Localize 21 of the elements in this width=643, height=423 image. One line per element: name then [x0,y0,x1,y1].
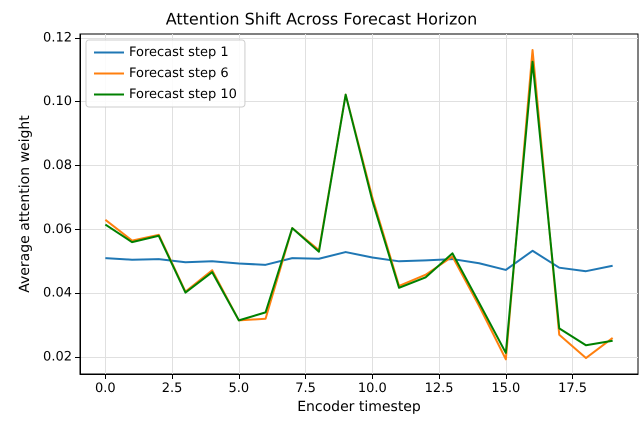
chart-title: Attention Shift Across Forecast Horizon [166,10,478,28]
legend-label: Forecast step 10 [129,87,237,102]
x-tick-label: 17.5 [558,381,588,396]
x-tick-label: 10.0 [358,381,387,396]
x-axis-title: Encoder timestep [297,398,421,415]
legend-label: Forecast step 6 [129,66,229,81]
y-tick-label: 0.12 [43,30,72,46]
y-axis-title: Average attention weight [17,114,33,293]
y-tick-label: 0.08 [43,158,72,174]
x-tick-label: 5.0 [228,381,250,396]
y-tick-label: 0.04 [43,286,72,301]
y-tick-label: 0.02 [43,350,72,365]
line-series [104,250,614,272]
y-tick-label: 0.06 [43,222,72,237]
legend-label: Forecast step 1 [129,45,229,60]
x-tick-label: 15.0 [491,381,520,396]
x-tick-label: 7.5 [295,381,316,396]
x-tick-label: 2.5 [162,381,182,396]
x-tick-label: 0.0 [95,381,116,396]
x-tick-label: 12.5 [424,381,454,396]
y-tick-label: 0.10 [43,94,72,110]
